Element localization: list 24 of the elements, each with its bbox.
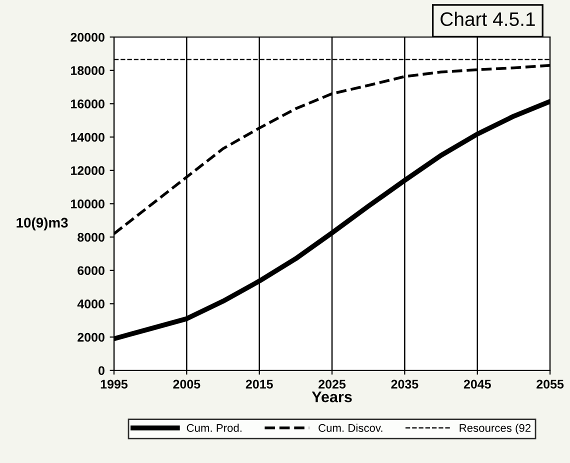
- y-tick-label: 14000: [71, 132, 104, 142]
- x-tick-label: 2025: [318, 380, 346, 389]
- legend-label: Cum. Discov.: [318, 424, 382, 432]
- legend-label: Resources (92: [460, 424, 531, 434]
- y-tick-label: 18000: [71, 66, 104, 76]
- y-tick-label: 4000: [77, 300, 104, 308]
- y-tick-label: 20000: [70, 32, 104, 42]
- x-tick-label: 2045: [464, 380, 491, 389]
- y-tick-label: 6000: [78, 266, 104, 276]
- legend-label: Cum. Prod.: [186, 424, 242, 432]
- y-tick-label: 0: [98, 366, 104, 376]
- y-axis-title: 10(9)m3: [16, 217, 68, 230]
- x-axis-title: Years: [312, 392, 352, 402]
- x-tick-label: 2015: [246, 380, 273, 389]
- y-tick-label: 8000: [78, 232, 104, 242]
- x-tick-label: 2055: [536, 380, 564, 389]
- chart-title: Chart 4.5.1: [440, 12, 535, 26]
- x-tick-label: 2005: [173, 380, 200, 389]
- x-tick-label: 1995: [100, 380, 128, 389]
- y-tick-label: 12000: [71, 166, 104, 176]
- y-tick-label: 2000: [78, 332, 104, 342]
- y-tick-label: 10000: [71, 200, 104, 208]
- y-tick-label: 16000: [71, 100, 104, 108]
- x-tick-label: 2035: [391, 380, 418, 389]
